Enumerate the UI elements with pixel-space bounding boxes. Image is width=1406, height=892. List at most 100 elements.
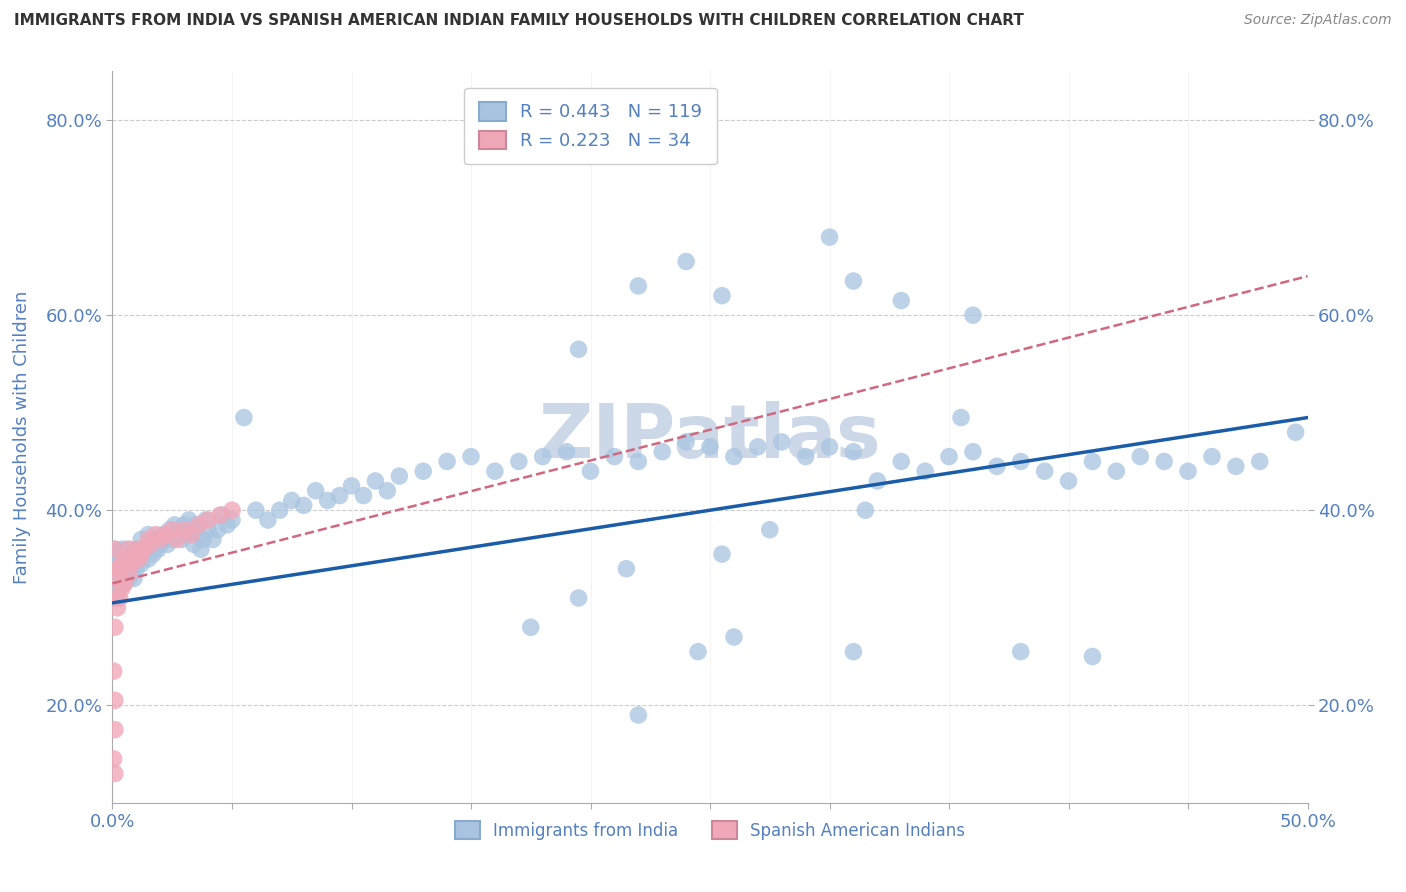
Point	[1225, 459, 1247, 474]
Point	[866, 474, 889, 488]
Point	[352, 489, 374, 503]
Point	[180, 523, 202, 537]
Point	[316, 493, 339, 508]
Point	[135, 542, 157, 557]
Point	[111, 581, 134, 595]
Point	[1105, 464, 1128, 478]
Point	[121, 557, 143, 571]
Point	[121, 562, 143, 576]
Point	[281, 493, 304, 508]
Point	[257, 513, 280, 527]
Point	[1285, 425, 1308, 440]
Point	[115, 566, 138, 581]
Point	[111, 557, 134, 571]
Point	[122, 552, 145, 566]
Point	[118, 566, 141, 581]
Point	[688, 645, 710, 659]
Point	[627, 708, 650, 723]
Point	[125, 542, 148, 557]
Point	[152, 527, 174, 541]
Point	[163, 517, 186, 532]
Point	[153, 533, 176, 547]
Point	[962, 308, 984, 322]
Point	[329, 489, 352, 503]
Point	[114, 576, 135, 591]
Point	[183, 537, 205, 551]
Point	[169, 523, 191, 537]
Point	[118, 557, 141, 571]
Point	[209, 508, 232, 522]
Point	[377, 483, 399, 498]
Point	[132, 542, 155, 557]
Point	[159, 523, 181, 537]
Point	[104, 562, 127, 576]
Point	[108, 562, 131, 576]
Point	[128, 552, 150, 566]
Point	[699, 440, 721, 454]
Point	[105, 562, 128, 576]
Point	[675, 254, 697, 268]
Point	[104, 581, 127, 595]
Point	[233, 410, 256, 425]
Point	[1249, 454, 1271, 468]
Point	[269, 503, 291, 517]
Point	[193, 533, 215, 547]
Point	[245, 503, 267, 517]
Point	[986, 459, 1008, 474]
Point	[818, 440, 841, 454]
Point	[111, 557, 134, 571]
Point	[114, 576, 135, 591]
Point	[305, 483, 328, 498]
Point	[842, 274, 865, 288]
Point	[436, 454, 458, 468]
Point	[125, 542, 148, 557]
Point	[104, 542, 127, 557]
Point	[723, 450, 745, 464]
Point	[138, 552, 160, 566]
Point	[122, 572, 145, 586]
Point	[217, 517, 239, 532]
Point	[531, 450, 554, 464]
Point	[627, 279, 650, 293]
Point	[651, 444, 673, 458]
Point	[138, 527, 160, 541]
Point	[794, 450, 817, 464]
Point	[138, 533, 160, 547]
Point	[149, 533, 172, 547]
Point	[201, 533, 224, 547]
Point	[132, 547, 155, 561]
Point	[1033, 464, 1056, 478]
Point	[153, 527, 176, 541]
Point	[170, 533, 193, 547]
Point	[173, 523, 195, 537]
Point	[162, 533, 183, 547]
Point	[122, 552, 145, 566]
Point	[104, 591, 127, 605]
Point	[104, 723, 127, 737]
Point	[186, 517, 208, 532]
Point	[711, 288, 734, 302]
Point	[104, 620, 127, 634]
Point	[103, 664, 125, 678]
Point	[962, 444, 984, 458]
Point	[145, 533, 167, 547]
Point	[125, 562, 148, 576]
Point	[1129, 450, 1152, 464]
Point	[105, 572, 128, 586]
Point	[855, 503, 877, 517]
Point	[508, 454, 530, 468]
Point	[890, 293, 912, 308]
Point	[177, 513, 200, 527]
Point	[568, 591, 591, 605]
Point	[388, 469, 411, 483]
Point	[914, 464, 936, 478]
Point	[129, 557, 152, 571]
Point	[484, 464, 506, 478]
Point	[104, 693, 127, 707]
Y-axis label: Family Households with Children: Family Households with Children	[13, 291, 31, 583]
Point	[520, 620, 543, 634]
Point	[121, 547, 143, 561]
Point	[115, 557, 138, 571]
Point	[555, 444, 578, 458]
Point	[221, 513, 243, 527]
